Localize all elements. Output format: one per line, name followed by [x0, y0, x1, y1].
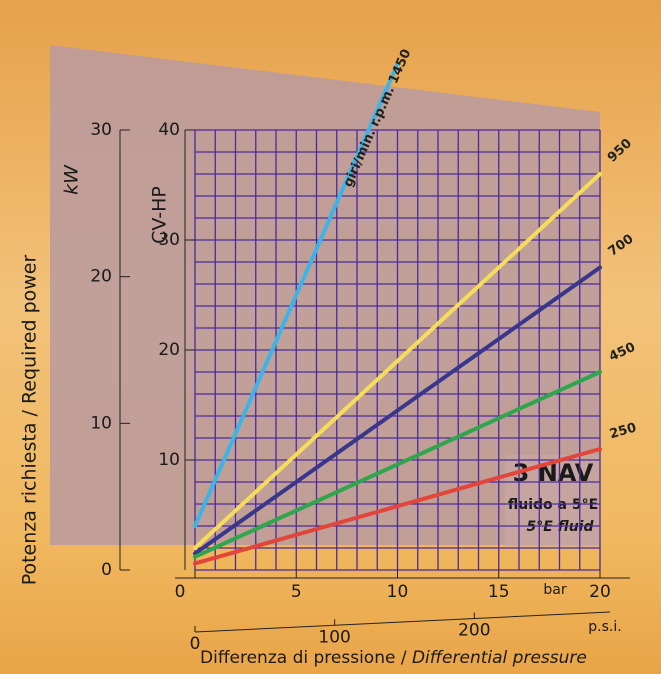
x-title: Differenza di pressione / Differential p… — [200, 648, 587, 668]
y2-tick-label: 30 — [90, 120, 112, 140]
y2-tick-label: 10 — [90, 413, 112, 433]
x-unit: bar — [543, 582, 566, 598]
y2-tick-label: 20 — [90, 267, 112, 287]
y-tick-label: 20 — [158, 340, 180, 360]
side-title: Potenza richiesta / Required power — [19, 255, 41, 586]
series-line — [193, 172, 602, 550]
box-line: 5°E fluid — [527, 519, 595, 535]
series-line — [193, 447, 602, 566]
series-line — [193, 62, 400, 528]
x2-axis — [194, 611, 611, 633]
x-tick-label: 20 — [589, 582, 611, 602]
x-tick-label: 10 — [387, 582, 409, 602]
y2-tick-label: 0 — [101, 560, 112, 580]
y-title: CV-HP — [149, 186, 171, 244]
panel — [50, 45, 600, 545]
x-title-main: Differenza di pressione / — [200, 648, 412, 668]
y-tick-label: 30 — [158, 230, 180, 250]
y-tick-label: 10 — [158, 450, 180, 470]
box-line: fluido a 5°E — [508, 497, 598, 513]
x-tick-label: 15 — [488, 582, 510, 602]
x2-tick-label: 0 — [190, 634, 201, 654]
y2-title: kW — [61, 164, 83, 195]
series-line — [193, 265, 602, 556]
x2-unit: p.s.i. — [588, 619, 621, 635]
y-tick-label: 40 — [158, 120, 180, 140]
x-title-italic: Differential pressure — [412, 648, 587, 668]
x2-tick-label: 100 — [318, 627, 350, 647]
x-tick-label: 0 — [175, 582, 186, 602]
x-tick-label: 5 — [291, 582, 302, 602]
series-label: 250 — [608, 420, 638, 442]
series-line — [193, 370, 602, 559]
x2-tick-label: 200 — [458, 621, 490, 641]
